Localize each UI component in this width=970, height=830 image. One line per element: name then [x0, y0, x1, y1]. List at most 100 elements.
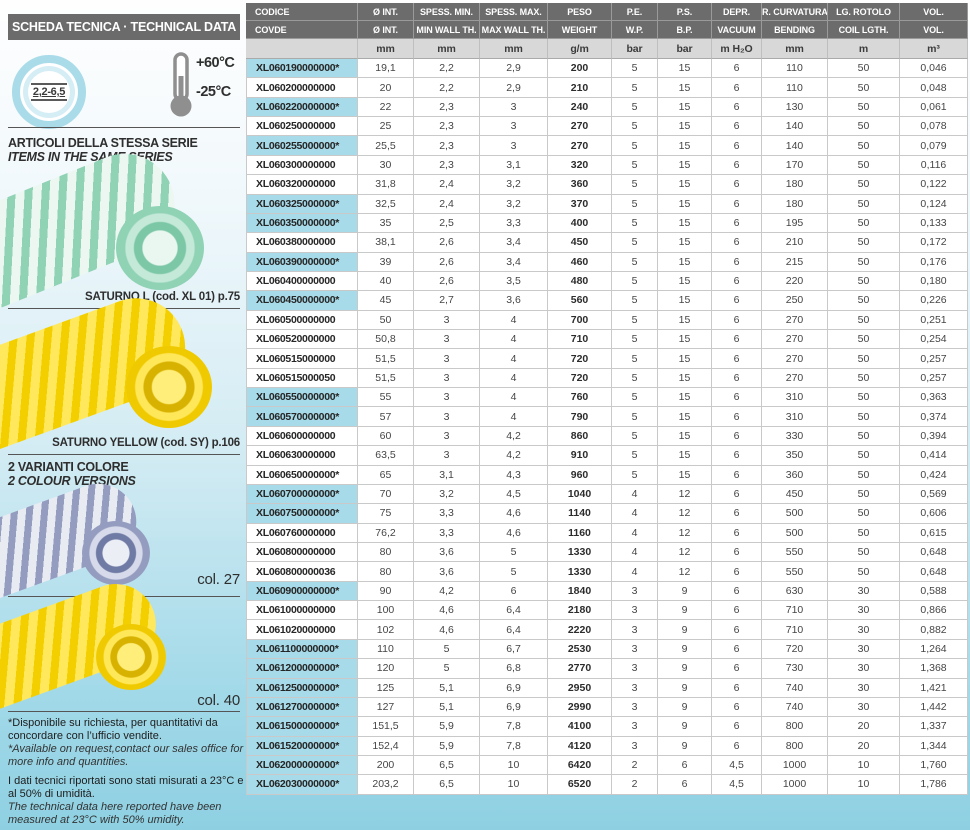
value-cell: 1330	[548, 562, 612, 582]
series-heading-it: ARTICOLI DELLA STESSA SERIE	[8, 136, 198, 150]
value-cell: 3	[414, 330, 480, 350]
value-cell: 51,5	[358, 368, 414, 389]
value-cell: 710	[548, 330, 612, 350]
value-cell: 75	[358, 504, 414, 524]
value-cell: 6	[712, 136, 762, 156]
value-cell: 500	[762, 504, 828, 524]
value-cell: 7,8	[480, 717, 548, 737]
measurement-note-en: The technical data here reported have be…	[8, 801, 222, 826]
value-cell: 720	[762, 639, 828, 660]
availability-footnote: *Disponibile su richiesta, per quantitat…	[8, 717, 244, 769]
value-cell: 400	[548, 213, 612, 234]
code-cell: XL060900000000*	[246, 581, 358, 602]
value-cell: 0,588	[900, 581, 968, 602]
value-cell: 790	[548, 407, 612, 427]
value-cell: 0,866	[900, 601, 968, 621]
value-cell: 3,6	[414, 562, 480, 582]
value-cell: 5	[612, 97, 658, 118]
value-cell: 15	[658, 59, 712, 79]
value-cell: 50	[828, 291, 900, 311]
value-cell: 370	[548, 194, 612, 214]
code-cell: XL060380000000	[246, 233, 358, 253]
value-cell: 9	[658, 659, 712, 679]
page-title: SCHEDA TECNICA · TECHNICAL DATA	[8, 14, 240, 40]
value-cell: 4	[480, 368, 548, 389]
value-cell: 50	[358, 310, 414, 331]
value-cell: 2,3	[414, 136, 480, 156]
value-cell: 0,133	[900, 213, 968, 234]
value-cell: 15	[658, 465, 712, 485]
value-cell: 5	[612, 349, 658, 369]
value-cell: 4,5	[480, 484, 548, 505]
value-cell: 1,337	[900, 717, 968, 737]
value-cell: 5,1	[414, 678, 480, 698]
value-cell: 20	[828, 717, 900, 737]
value-cell: 2770	[548, 659, 612, 679]
value-cell: 220	[762, 271, 828, 292]
table-row: XL062000000000* 200 6,5 10 6420 2 6 4,5 1000 10 1,…	[246, 755, 968, 776]
value-cell: 4	[612, 504, 658, 524]
value-cell: 5	[612, 136, 658, 156]
value-cell: 270	[548, 117, 612, 137]
value-cell: 450	[548, 233, 612, 253]
value-cell: 0,569	[900, 484, 968, 505]
header-cell: CODICE	[246, 3, 358, 21]
value-cell: 2,5	[414, 213, 480, 234]
value-cell: 5	[612, 175, 658, 195]
value-cell: 5,1	[414, 697, 480, 718]
value-cell: 6	[712, 446, 762, 466]
value-cell: 3,1	[480, 155, 548, 176]
value-cell: 0,424	[900, 465, 968, 485]
header-cell: R. CURVATURA	[762, 3, 828, 21]
value-cell: 63,5	[358, 446, 414, 466]
value-cell: 35	[358, 213, 414, 234]
value-cell: 50	[828, 446, 900, 466]
value-cell: 6	[658, 775, 712, 795]
value-cell: 6,7	[480, 639, 548, 660]
code-cell: XL060650000000*	[246, 465, 358, 485]
header-cell: VACUUM	[712, 21, 762, 39]
table-row: XL061270000000* 127 5,1 6,9 2990 3 9 6 740 30 1,44…	[246, 697, 968, 718]
code-cell: XL061250000000*	[246, 678, 358, 698]
value-cell: 4,2	[480, 446, 548, 466]
value-cell: 200	[548, 59, 612, 79]
hose-image-saturno-l	[0, 138, 246, 326]
table-row: XL062030000000* 203,2 6,5 10 6520 2 6 4,5 1000 10…	[246, 775, 968, 795]
value-cell: 15	[658, 175, 712, 195]
value-cell: 310	[762, 407, 828, 427]
code-cell: XL061520000000*	[246, 736, 358, 756]
value-cell: 4,2	[480, 426, 548, 447]
value-cell: 210	[762, 233, 828, 253]
value-cell: 6	[712, 59, 762, 79]
value-cell: 6	[712, 349, 762, 369]
value-cell: 5	[612, 426, 658, 447]
value-cell: 19,1	[358, 59, 414, 79]
value-cell: 2990	[548, 697, 612, 718]
value-cell: 0,414	[900, 446, 968, 466]
caption-col-27: col. 27	[197, 571, 240, 588]
value-cell: 110	[358, 639, 414, 660]
value-cell: 152,4	[358, 736, 414, 756]
value-cell: 3,3	[414, 504, 480, 524]
value-cell: 5	[612, 213, 658, 234]
value-cell: 0,251	[900, 310, 968, 331]
value-cell: 15	[658, 194, 712, 214]
divider	[8, 127, 240, 128]
value-cell: 10	[480, 755, 548, 776]
code-cell: XL060300000000	[246, 155, 358, 176]
value-cell: 6	[658, 755, 712, 776]
value-cell: 0,061	[900, 97, 968, 118]
value-cell: 6	[712, 233, 762, 253]
value-cell: 6	[712, 542, 762, 563]
value-cell: 30	[358, 155, 414, 176]
value-cell: 210	[548, 78, 612, 98]
code-cell: XL060450000000*	[246, 291, 358, 311]
header-cell	[246, 39, 358, 59]
value-cell: 5	[612, 407, 658, 427]
value-cell: 6	[712, 717, 762, 737]
value-cell: 170	[762, 155, 828, 176]
value-cell: 6	[712, 484, 762, 505]
value-cell: 5	[612, 271, 658, 292]
header-cell: mm	[762, 39, 828, 59]
value-cell: 560	[548, 291, 612, 311]
